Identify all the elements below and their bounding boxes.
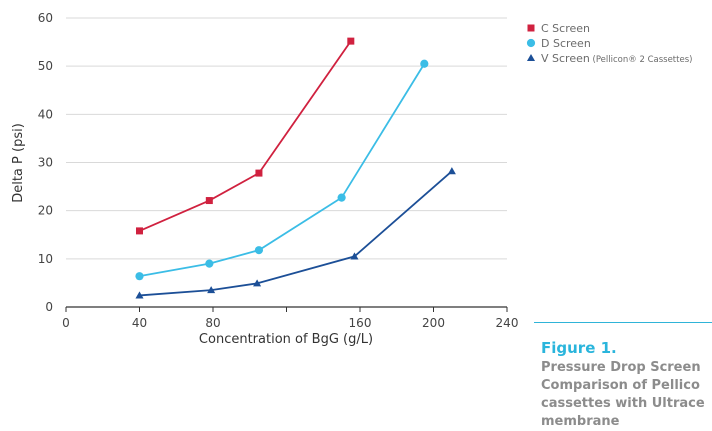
x-axis-label: Concentration of BgG (g/L) — [199, 332, 373, 347]
y-tick-label: 0 — [45, 300, 53, 314]
x-tick-label: 200 — [422, 316, 445, 330]
figure-caption-line: Comparison of Pellico — [541, 378, 700, 393]
figure-caption: Pressure Drop Screen Comparison of Pelli… — [541, 359, 712, 431]
x-tick-label: 240 — [496, 316, 519, 330]
y-tick-label: 50 — [38, 59, 53, 73]
figure-caption-line: cassettes with Ultrace — [541, 396, 705, 411]
legend-item: D Screen — [526, 37, 591, 50]
data-point-marker — [255, 169, 263, 177]
data-point-marker — [350, 252, 359, 260]
data-point-marker — [526, 38, 536, 48]
legend-label: C Screen — [541, 22, 590, 35]
series-line — [139, 40, 352, 232]
data-point-marker — [205, 197, 213, 205]
x-axis-ticks: 0 40 80 160 200 240 — [62, 307, 518, 330]
data-point-marker — [526, 53, 536, 62]
data-point-marker — [527, 24, 535, 32]
series-d-screen — [135, 59, 429, 281]
legend-series-name: C Screen — [541, 22, 590, 35]
legend-series-name: D Screen — [541, 37, 591, 50]
data-series — [135, 37, 456, 299]
series-line — [139, 63, 426, 278]
legend-item: C Screen — [527, 22, 590, 35]
figure-caption-line: Pressure Drop Screen — [541, 360, 701, 375]
x-tick-label: 40 — [132, 316, 147, 330]
legend-series-name: V Screen — [541, 52, 590, 65]
data-point-marker — [347, 37, 355, 45]
data-point-marker — [420, 59, 429, 68]
y-tick-label: 60 — [38, 11, 53, 25]
y-axis-label: Delta P (psi) — [11, 123, 26, 203]
figure-label: Figure 1. — [541, 339, 617, 357]
data-point-marker — [447, 167, 456, 175]
y-tick-label: 10 — [38, 252, 53, 266]
y-axis-ticks: 0 10 20 30 40 50 60 — [38, 11, 53, 314]
data-point-marker — [337, 193, 346, 202]
data-point-marker — [207, 286, 216, 294]
gridlines — [66, 17, 507, 260]
data-point-marker — [135, 291, 144, 299]
legend-series-note: (Pellicon® 2 Cassettes) — [590, 55, 693, 65]
legend-label: D Screen — [541, 37, 591, 50]
figure-divider — [534, 322, 712, 323]
data-point-marker — [135, 272, 144, 281]
data-point-marker — [136, 227, 143, 235]
figure-caption-line: membrane — [541, 414, 620, 429]
line-chart: 0 10 20 30 40 50 60 0 40 80 160 200 240 Delta P (ps… — [11, 11, 692, 347]
data-point-marker — [253, 279, 262, 287]
legend-label: V Screen (Pellicon® 2 Cassettes) — [541, 52, 692, 65]
x-tick-label: 160 — [349, 316, 372, 330]
x-tick-label: 80 — [205, 316, 220, 330]
series-c-screen — [136, 37, 355, 235]
series-v-screen — [135, 167, 456, 299]
data-point-marker — [254, 246, 264, 255]
legend-item: V Screen (Pellicon® 2 Cassettes) — [526, 52, 692, 65]
series-line — [139, 170, 453, 297]
y-tick-label: 20 — [38, 204, 53, 218]
y-tick-label: 30 — [38, 156, 53, 170]
x-tick-label: 0 — [62, 316, 70, 330]
y-tick-label: 40 — [38, 107, 53, 121]
data-point-marker — [205, 259, 214, 268]
legend: C Screen D Screen V Screen (Pellicon® 2 Ca… — [526, 22, 692, 65]
